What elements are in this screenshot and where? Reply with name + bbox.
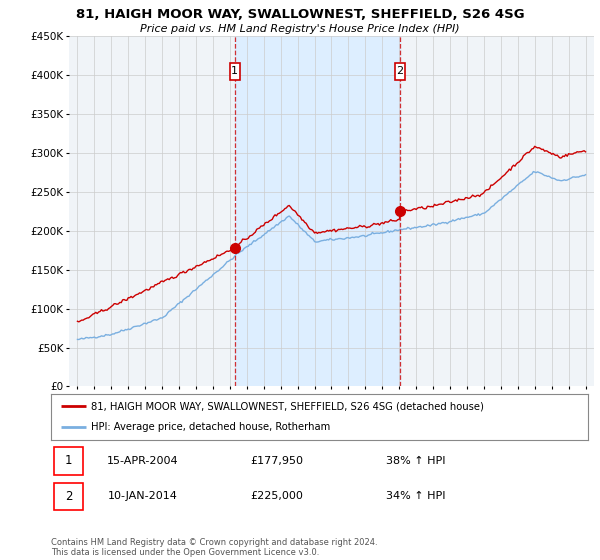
Text: £177,950: £177,950 (250, 456, 303, 466)
Text: £225,000: £225,000 (250, 491, 303, 501)
Text: 81, HAIGH MOOR WAY, SWALLOWNEST, SHEFFIELD, S26 4SG: 81, HAIGH MOOR WAY, SWALLOWNEST, SHEFFIE… (76, 8, 524, 21)
Bar (235, 36, 400, 386)
Text: 38% ↑ HPI: 38% ↑ HPI (386, 456, 446, 466)
FancyBboxPatch shape (230, 63, 240, 80)
Text: 1: 1 (231, 67, 238, 76)
FancyBboxPatch shape (395, 63, 405, 80)
FancyBboxPatch shape (53, 447, 83, 474)
Text: Contains HM Land Registry data © Crown copyright and database right 2024.
This d: Contains HM Land Registry data © Crown c… (51, 538, 377, 557)
Text: 15-APR-2004: 15-APR-2004 (106, 456, 178, 466)
Text: HPI: Average price, detached house, Rotherham: HPI: Average price, detached house, Roth… (91, 422, 331, 432)
Text: 2: 2 (396, 67, 403, 76)
Text: 81, HAIGH MOOR WAY, SWALLOWNEST, SHEFFIELD, S26 4SG (detached house): 81, HAIGH MOOR WAY, SWALLOWNEST, SHEFFIE… (91, 401, 484, 411)
Text: 10-JAN-2014: 10-JAN-2014 (107, 491, 177, 501)
Text: 1: 1 (65, 454, 73, 468)
FancyBboxPatch shape (53, 483, 83, 510)
Text: 2: 2 (65, 489, 73, 503)
Text: 34% ↑ HPI: 34% ↑ HPI (386, 491, 446, 501)
Text: Price paid vs. HM Land Registry's House Price Index (HPI): Price paid vs. HM Land Registry's House … (140, 24, 460, 34)
